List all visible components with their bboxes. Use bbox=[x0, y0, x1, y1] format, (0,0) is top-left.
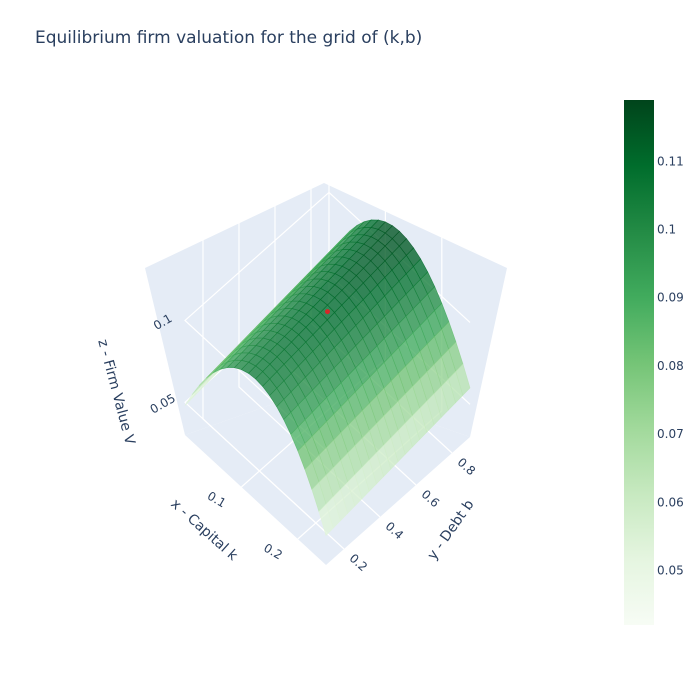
y-tick-label: 0.8 bbox=[455, 455, 479, 478]
z-tick-label: 0.05 bbox=[148, 391, 178, 416]
y-tick-label: 0.4 bbox=[383, 519, 407, 542]
z-axis-title: z - Firm Value V bbox=[94, 338, 138, 447]
colorbar-tick-label: 0.11 bbox=[657, 154, 684, 168]
colorbar-tick-label: 0.1 bbox=[657, 223, 676, 237]
colorbar bbox=[624, 100, 654, 625]
surface-patch bbox=[318, 503, 334, 537]
colorbar-ticks: 0.05 0.06 0.07 0.08 0.09 0.1 0.11 bbox=[657, 154, 684, 577]
surface-mesh bbox=[184, 219, 471, 537]
colorbar-tick-label: 0.05 bbox=[657, 563, 684, 577]
colorbar-tick-label: 0.09 bbox=[657, 291, 684, 305]
y-tick-label: 0.6 bbox=[419, 487, 443, 510]
x-tick-label: 0.1 bbox=[205, 489, 229, 511]
colorbar-tick-label: 0.06 bbox=[657, 495, 684, 509]
chart-title: Equilibrium firm valuation for the grid … bbox=[35, 28, 423, 48]
y-tick-label: 0.2 bbox=[347, 551, 371, 574]
colorbar-tick-label: 0.08 bbox=[657, 359, 684, 373]
colorbar-tick-label: 0.07 bbox=[657, 427, 684, 441]
highlight-point bbox=[325, 309, 330, 315]
x-tick-label: 0.2 bbox=[261, 541, 285, 563]
x-axis-title: x - Capital k bbox=[167, 496, 241, 565]
